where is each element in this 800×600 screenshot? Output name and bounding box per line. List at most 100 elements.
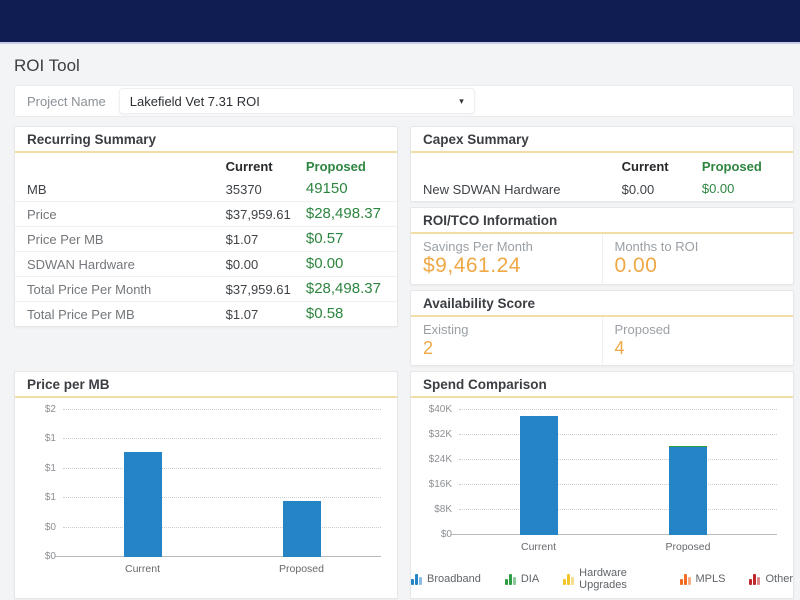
- x-axis-category-label: Current: [124, 563, 161, 575]
- row-proposed-value: $0.58: [305, 305, 344, 322]
- stat-label: Existing: [423, 322, 469, 337]
- recurring-summary-table: Current Proposed MB 35370 49150 Price $3…: [15, 153, 397, 326]
- legend-item-broadband[interactable]: Broadband: [411, 567, 481, 591]
- row-label: MB: [27, 181, 47, 197]
- bar-segment-dia: [668, 445, 707, 448]
- row-current-value: $0.00: [621, 181, 655, 197]
- row-current-value: $1.07: [225, 306, 259, 322]
- row-current-value: $37,959.61: [225, 206, 291, 222]
- gridline: [63, 467, 381, 469]
- bar-segment-current: [123, 452, 162, 557]
- y-axis-tick-label: $32K: [428, 429, 452, 440]
- column-header-empty: [15, 153, 214, 177]
- capex-summary-table: Current Proposed New SDWAN Hardware $0.0…: [411, 153, 793, 201]
- row-proposed-value: $0.00: [305, 255, 344, 272]
- y-axis-tick-label: $16K: [428, 479, 452, 490]
- stat-value: $9,461.24: [423, 254, 521, 277]
- left-column: Recurring Summary Current Proposed MB: [14, 126, 398, 371]
- legend-item-hardware-upgrades[interactable]: Hardware Upgrades: [563, 567, 655, 591]
- row-proposed-value: $0.57: [305, 230, 344, 247]
- legend-item-dia[interactable]: DIA: [504, 567, 539, 591]
- x-axis-category-label: Proposed: [665, 541, 711, 553]
- spend-comparison-card: Spend Comparison $0 $8K $16K $24K $32K $40K Cu…: [410, 371, 794, 599]
- bar-proposed: [668, 410, 707, 535]
- row-current-value: $0.00: [225, 256, 259, 272]
- stat-value: 4: [614, 338, 626, 358]
- availability-score-card: Availability Score Existing 2 Proposed 4: [410, 290, 794, 366]
- gridline: [63, 526, 381, 528]
- months-to-roi-stat: Months to ROI 0.00: [601, 234, 794, 284]
- legend-label: Other: [765, 573, 793, 585]
- roi-tco-card: ROI/TCO Information Savings Per Month $9…: [410, 207, 794, 285]
- capex-summary-card: Capex Summary Current Proposed New SDWAN…: [410, 126, 794, 202]
- legend-label: Broadband: [427, 573, 481, 585]
- column-header-proposed: Proposed: [701, 159, 762, 174]
- y-axis-tick-label: $1: [44, 462, 56, 474]
- row-proposed-value: $28,498.37: [305, 205, 381, 222]
- bar-segment-proposed: [282, 501, 321, 557]
- price-per-mb-chart: $0 $0 $1 $1 $1 $2 Current Proposed: [15, 398, 397, 597]
- y-axis-tick-label: $0: [440, 529, 452, 540]
- gridline: [459, 484, 777, 485]
- project-select-value: Lakefield Vet 7.31 ROI: [129, 93, 260, 109]
- recurring-summary-title: Recurring Summary: [15, 127, 397, 153]
- right-column: Capex Summary Current Proposed New SDWAN…: [410, 126, 794, 371]
- bar-current: [123, 410, 162, 557]
- bar-segment-broadband: [519, 416, 558, 535]
- row-label: New SDWAN Hardware: [423, 181, 561, 197]
- row-label: Total Price Per MB: [27, 306, 135, 322]
- table-row: SDWAN Hardware $0.00 $0.00: [15, 251, 397, 277]
- bar-chart-icon: [749, 573, 761, 585]
- bar-chart-icon: [411, 573, 422, 585]
- bar-chart-icon: [679, 573, 691, 585]
- capex-summary-title: Capex Summary: [411, 127, 793, 153]
- row-proposed-value: $28,498.37: [305, 280, 381, 297]
- stat-value: 2: [423, 338, 434, 358]
- chevron-down-icon: ▾: [459, 95, 464, 106]
- proposed-score-stat: Proposed 4: [601, 317, 794, 365]
- right-chart-column: Spend Comparison $0 $8K $16K $24K $32K $40K Cu…: [410, 371, 794, 599]
- gridline: [459, 409, 777, 410]
- chart-legend: Broadband DIA Hardware Upgrades MPLS Other: [411, 567, 793, 591]
- availability-score-title: Availability Score: [411, 291, 793, 317]
- roi-tco-title: ROI/TCO Information: [411, 208, 793, 234]
- table-row: Price $37,959.61 $28,498.37: [15, 201, 397, 227]
- legend-label: Hardware Upgrades: [579, 567, 627, 591]
- existing-score-stat: Existing 2: [411, 317, 602, 365]
- gridline: [63, 409, 381, 410]
- row-current-value: $1.07: [225, 231, 259, 247]
- y-axis-tick-label: $40K: [428, 404, 452, 415]
- project-select[interactable]: Lakefield Vet 7.31 ROI ▾: [118, 88, 475, 114]
- gridline: [63, 438, 381, 440]
- stat-label: Proposed: [614, 322, 671, 337]
- row-label: Price: [27, 206, 57, 222]
- gridline: [459, 509, 777, 510]
- table-row: Total Price Per MB $1.07 $0.58: [15, 301, 397, 327]
- legend-label: MPLS: [695, 573, 726, 585]
- legend-item-mpls[interactable]: MPLS: [679, 567, 726, 591]
- row-label: Price Per MB: [27, 231, 104, 247]
- table-row: New SDWAN Hardware $0.00 $0.00: [411, 177, 793, 201]
- spend-comparison-chart: $0 $8K $16K $24K $32K $40K Current Proposed Bro…: [411, 398, 793, 597]
- charts-grid: Price per MB $0 $0 $1 $1 $1 $2 Current Proposed…: [14, 371, 794, 599]
- legend-item-other[interactable]: Other: [749, 567, 793, 591]
- table-row: MB 35370 49150: [15, 177, 397, 202]
- gridline: [63, 497, 381, 499]
- plot-area: $0 $8K $16K $24K $32K $40K Current Proposed: [429, 404, 777, 553]
- row-proposed-value: $0.00: [701, 181, 735, 196]
- column-header-current: Current: [225, 159, 273, 174]
- top-navigation-bar: [0, 0, 800, 44]
- main-content: ROI Tool Project Name Lakefield Vet 7.31…: [0, 44, 800, 599]
- page-title: ROI Tool: [14, 56, 80, 75]
- savings-per-month-stat: Savings Per Month $9,461.24: [411, 234, 602, 284]
- spend-comparison-chart-title: Spend Comparison: [411, 372, 793, 398]
- availability-stats: Existing 2 Proposed 4: [411, 317, 793, 365]
- row-proposed-value: 49150: [305, 180, 348, 197]
- x-axis-line: [55, 556, 381, 557]
- bar-current: [519, 410, 558, 535]
- bar-chart-icon: [563, 573, 575, 585]
- y-axis-tick-label: $0: [44, 521, 56, 533]
- project-name-row: Project Name Lakefield Vet 7.31 ROI ▾: [14, 85, 794, 117]
- price-per-mb-chart-title: Price per MB: [15, 372, 397, 398]
- table-row: Total Price Per Month $37,959.61 $28,498…: [15, 276, 397, 302]
